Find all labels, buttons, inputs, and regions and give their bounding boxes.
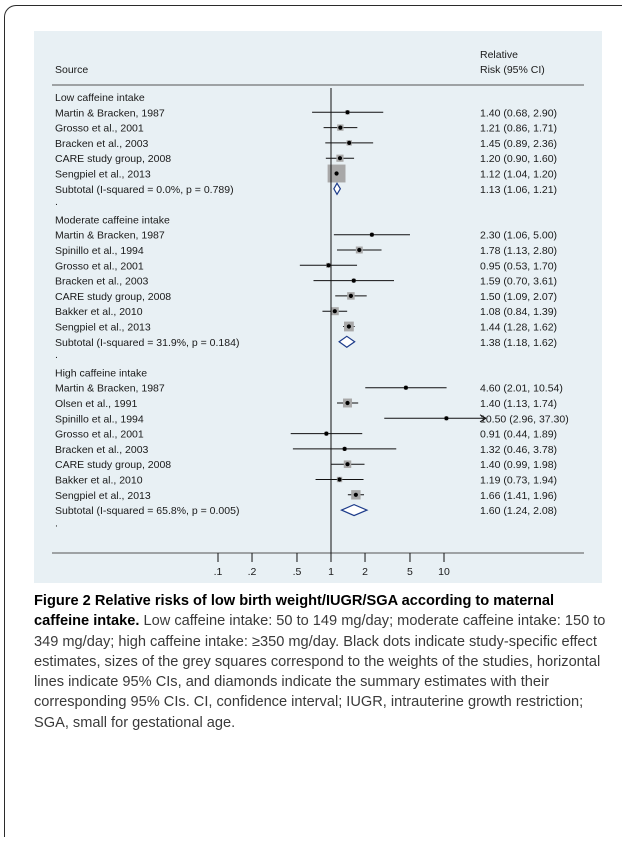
study-estimate-text: 1.45 (0.89, 2.36) (480, 138, 557, 150)
subtotal-label: Subtotal (I-squared = 31.9%, p = 0.184) (55, 337, 239, 349)
study-estimate-text: 10.50 (2.96, 37.30) (480, 413, 569, 425)
study-estimate-text: 1.19 (0.73, 1.94) (480, 475, 557, 487)
study-label: Grosso et al., 2001 (55, 429, 144, 441)
point-estimate (334, 171, 339, 176)
summary-diamond (338, 335, 356, 349)
study-estimate-text: 1.50 (1.09, 2.07) (480, 291, 557, 303)
study-estimate-text: 1.66 (1.41, 1.96) (480, 490, 557, 502)
study-label: Grosso et al., 2001 (55, 123, 144, 135)
study-label: Martin & Bracken, 1987 (55, 383, 165, 395)
study-label: Sengpiel et al., 2013 (55, 490, 151, 502)
study-estimate-text: 1.12 (1.04, 1.20) (480, 169, 557, 181)
point-estimate (345, 110, 350, 115)
study-label: Spinillo et al., 1994 (55, 245, 144, 257)
study-estimate-text: 1.20 (0.90, 1.60) (480, 153, 557, 165)
forest-rows: Low caffeine intake Martin & Bracken, 198… (55, 92, 569, 529)
study-label: Spinillo et al., 1994 (55, 413, 144, 425)
caption-title: Relative risks of low birth weight/IUGR/… (34, 593, 555, 630)
study-label: CARE study group, 2008 (55, 459, 171, 471)
study-estimate-text: 1.40 (1.13, 1.74) (480, 398, 557, 410)
x-tick-label: 5 (407, 566, 413, 578)
study-label: Grosso et al., 2001 (55, 260, 144, 272)
x-tick-label: 1 (328, 566, 334, 578)
caption-text: Low caffeine intake: 50 to 149 mg/day; m… (34, 613, 606, 731)
study-estimate-text: 1.78 (1.13, 2.80) (480, 245, 557, 257)
header-rr-line2: Risk (95% CI) (480, 64, 545, 76)
point-estimate (324, 431, 329, 436)
point-estimate (353, 492, 358, 497)
point-estimate (345, 400, 350, 406)
study-label: CARE study group, 2008 (55, 291, 171, 303)
x-tick-label: .1 (214, 566, 223, 578)
point-estimate (337, 156, 343, 161)
summary-diamond (340, 503, 369, 517)
group-label: Low caffeine intake (55, 92, 145, 104)
study-label: Bracken et al., 2003 (55, 138, 149, 150)
x-tick-label: .2 (248, 566, 257, 578)
x-tick-label: 10 (438, 566, 450, 578)
point-estimate (345, 462, 350, 467)
point-estimate (357, 247, 362, 253)
point-estimate (348, 293, 353, 298)
point-estimate (444, 416, 449, 421)
subtotal-label: Subtotal (I-squared = 0.0%, p = 0.789) (55, 184, 234, 196)
subtotal-estimate-text: 1.13 (1.06, 1.21) (480, 184, 557, 196)
study-estimate-text: 0.95 (0.53, 1.70) (480, 260, 557, 272)
point-estimate (346, 324, 351, 329)
forest-plot: Source Relative Risk (95% CI) Low caffei… (52, 49, 584, 578)
group-spacer-dot: . (55, 349, 58, 361)
header-source: Source (55, 64, 88, 76)
study-label: Sengpiel et al., 2013 (55, 169, 151, 181)
study-estimate-text: 1.40 (0.99, 1.98) (480, 459, 557, 471)
figure-caption: Figure 2 Relative risks of low birth wei… (34, 591, 609, 733)
group-label: High caffeine intake (55, 367, 147, 379)
study-label: CARE study group, 2008 (55, 153, 171, 165)
summary-diamond (333, 182, 342, 196)
study-label: Bakker et al., 2010 (55, 475, 143, 487)
study-estimate-text: 2.30 (1.06, 5.00) (480, 230, 557, 242)
study-label: Martin & Bracken, 1987 (55, 107, 165, 119)
study-estimate-text: 1.32 (0.46, 3.78) (480, 444, 557, 456)
study-estimate-text: 0.91 (0.44, 1.89) (480, 429, 557, 441)
forest-plot-panel: Source Relative Risk (95% CI) Low caffei… (34, 31, 602, 583)
point-estimate (347, 140, 352, 145)
header-rr-line1: Relative (480, 49, 518, 61)
point-estimate (337, 477, 342, 482)
study-label: Bracken et al., 2003 (55, 276, 149, 288)
point-estimate (369, 232, 374, 237)
point-estimate (332, 309, 337, 314)
ci-arrow (479, 414, 487, 423)
study-estimate-text: 1.59 (0.70, 3.61) (480, 276, 557, 288)
study-label: Sengpiel et al., 2013 (55, 322, 151, 334)
point-estimate (342, 446, 347, 451)
study-label: Bakker et al., 2010 (55, 306, 143, 318)
study-label: Olsen et al., 1991 (55, 398, 137, 410)
study-estimate-text: 1.44 (1.28, 1.62) (480, 322, 557, 334)
subtotal-estimate-text: 1.38 (1.18, 1.62) (480, 337, 557, 349)
point-estimate (351, 278, 356, 283)
study-label: Bracken et al., 2003 (55, 444, 149, 456)
point-estimate (326, 263, 331, 268)
x-tick-label: 2 (362, 566, 368, 578)
point-estimate (338, 125, 343, 130)
caption-label: Figure 2 (34, 593, 91, 609)
study-estimate-text: 1.21 (0.86, 1.71) (480, 123, 557, 135)
study-label: Martin & Bracken, 1987 (55, 230, 165, 242)
study-estimate-text: 1.40 (0.68, 2.90) (480, 107, 557, 119)
x-tick-label: .5 (293, 566, 302, 578)
point-estimate (403, 385, 408, 390)
group-spacer-dot: . (55, 196, 58, 208)
group-spacer-dot: . (55, 517, 58, 529)
x-axis: .1 .2 .5 1 2 5 10 (214, 88, 450, 578)
group-label: Moderate caffeine intake (55, 214, 170, 226)
study-estimate-text: 4.60 (2.01, 10.54) (480, 383, 563, 395)
study-estimate-text: 1.08 (0.84, 1.39) (480, 306, 557, 318)
subtotal-estimate-text: 1.60 (1.24, 2.08) (480, 505, 557, 517)
subtotal-label: Subtotal (I-squared = 65.8%, p = 0.005) (55, 505, 239, 517)
figure-frame (4, 5, 622, 837)
